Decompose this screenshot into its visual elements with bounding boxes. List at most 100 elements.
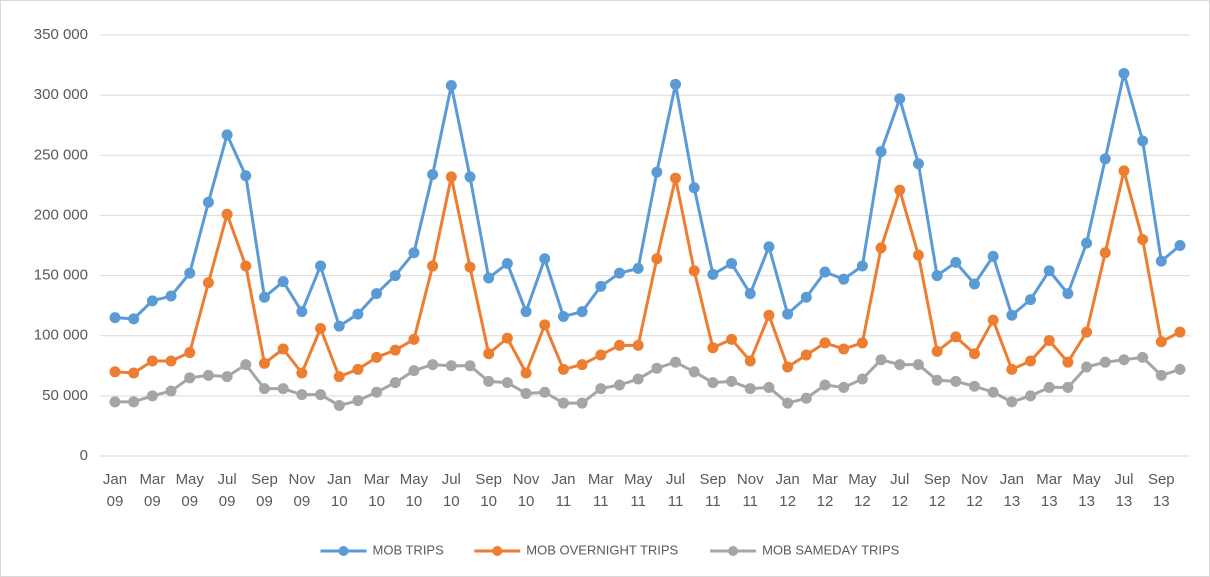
x-tick-label: May 12 <box>848 471 877 510</box>
point-marker <box>165 355 177 367</box>
point-marker <box>1155 336 1167 348</box>
point-marker <box>445 80 457 92</box>
point-marker <box>539 319 551 331</box>
x-tick-label: Jul 10 <box>441 471 461 510</box>
point-marker <box>483 375 495 387</box>
point-marker <box>389 344 401 356</box>
point-marker <box>632 262 644 274</box>
point-marker <box>856 260 868 272</box>
legend-label: MOB OVERNIGHT TRIPS <box>526 542 678 557</box>
x-tick-label: May 09 <box>175 471 204 510</box>
point-marker <box>296 367 308 379</box>
point-marker <box>782 397 794 409</box>
point-marker <box>1174 363 1186 375</box>
point-marker <box>1174 326 1186 338</box>
point-marker <box>875 354 887 366</box>
point-marker <box>352 363 364 375</box>
x-tick-label: Sep 13 <box>1147 471 1175 510</box>
point-marker <box>146 295 158 307</box>
x-tick-label: Sep 11 <box>699 471 727 510</box>
point-marker <box>109 366 121 378</box>
point-marker <box>501 377 513 389</box>
x-tick-label: Sep 12 <box>923 471 951 510</box>
point-marker <box>1137 351 1149 363</box>
point-marker <box>707 268 719 280</box>
point-marker <box>1137 233 1149 245</box>
point-marker <box>277 276 289 288</box>
point-marker <box>800 349 812 361</box>
point-marker <box>1025 355 1037 367</box>
y-tick-label: 350 000 <box>34 26 88 43</box>
point-marker <box>315 389 327 401</box>
point-marker <box>352 308 364 320</box>
y-tick-label: 150 000 <box>34 267 88 284</box>
point-marker <box>128 313 140 325</box>
point-marker <box>595 383 607 395</box>
x-tick-label: Jul 13 <box>1114 471 1134 510</box>
point-marker <box>557 397 569 409</box>
point-marker <box>763 309 775 321</box>
x-tick-label: May 10 <box>399 471 429 510</box>
point-marker <box>202 277 214 289</box>
legend-marker <box>492 546 503 556</box>
y-tick-label: 50 000 <box>42 387 88 404</box>
point-marker <box>520 306 532 318</box>
point-marker <box>688 366 700 378</box>
x-tick-label: Mar 12 <box>812 471 838 510</box>
point-marker <box>408 247 420 259</box>
legend-label: MOB TRIPS <box>373 542 445 557</box>
point-marker <box>744 383 756 395</box>
point-marker <box>912 249 924 261</box>
point-marker <box>520 367 532 379</box>
point-marker <box>277 343 289 355</box>
point-marker <box>1155 369 1167 381</box>
x-tick-label: Sep 10 <box>475 471 503 510</box>
x-tick-label: Jan 09 <box>102 471 128 510</box>
point-marker <box>576 359 588 371</box>
point-marker <box>408 333 420 345</box>
point-marker <box>184 347 196 359</box>
point-marker <box>427 169 439 181</box>
point-marker <box>371 351 383 363</box>
point-marker <box>445 360 457 372</box>
series-line <box>114 71 1181 328</box>
point-marker <box>1006 363 1018 375</box>
point-marker <box>146 390 158 402</box>
x-tick-label: Nov 10 <box>512 471 540 510</box>
x-tick-label: Jan 11 <box>551 471 576 510</box>
point-marker <box>445 171 457 183</box>
point-marker <box>184 267 196 279</box>
point-marker <box>501 332 513 344</box>
x-tick-label: Nov 12 <box>961 471 988 510</box>
x-tick-label: Jan 12 <box>775 471 800 510</box>
point-marker <box>838 273 850 285</box>
point-marker <box>651 362 663 374</box>
point-marker <box>707 342 719 354</box>
point-marker <box>688 265 700 277</box>
point-marker <box>483 272 495 284</box>
point-marker <box>109 312 121 324</box>
point-marker <box>557 310 569 322</box>
point-marker <box>1174 240 1186 251</box>
point-marker <box>408 365 420 377</box>
point-marker <box>819 266 831 278</box>
point-marker <box>838 343 850 355</box>
point-marker <box>931 345 943 357</box>
point-marker <box>464 360 476 372</box>
point-marker <box>950 375 962 387</box>
point-marker <box>483 348 495 360</box>
point-marker <box>240 359 252 371</box>
point-marker <box>1118 354 1130 366</box>
point-marker <box>632 373 644 385</box>
point-marker <box>165 290 177 302</box>
point-marker <box>912 158 924 170</box>
point-marker <box>613 267 625 279</box>
point-marker <box>427 260 439 272</box>
x-tick-label: May 11 <box>623 471 653 510</box>
point-marker <box>987 386 999 398</box>
point-marker <box>819 379 831 391</box>
point-marker <box>389 377 401 389</box>
x-tick-label: Jan 13 <box>999 471 1024 510</box>
x-tick-label: Mar 11 <box>587 471 614 510</box>
